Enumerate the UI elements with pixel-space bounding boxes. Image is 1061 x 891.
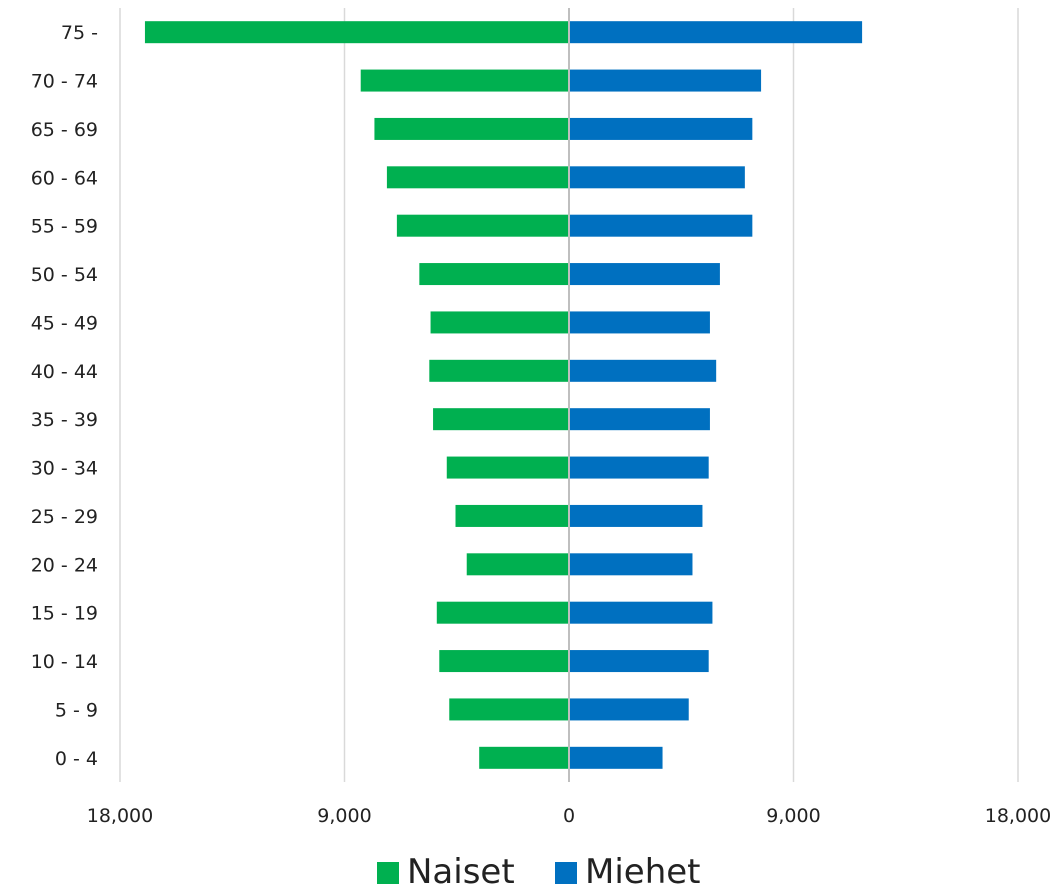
x-tick-label: 18,000 [985, 805, 1051, 827]
bar-miehet-65-69 [569, 117, 753, 140]
category-label: 0 - 4 [55, 748, 98, 770]
category-label: 55 - 59 [31, 216, 98, 238]
bar-naiset-65-69 [374, 117, 569, 140]
bar-naiset-70-74 [360, 69, 569, 92]
bar-naiset-30-34 [446, 456, 569, 479]
category-label: 5 - 9 [55, 699, 98, 721]
bar-naiset-25-29 [455, 504, 569, 527]
category-label: 40 - 44 [31, 361, 98, 383]
category-label: 70 - 74 [31, 71, 98, 93]
bar-miehet-35-39 [569, 408, 710, 431]
bar-miehet-10-14 [569, 650, 709, 673]
bar-miehet-60-64 [569, 166, 745, 189]
bar-miehet-5-9 [569, 698, 689, 721]
x-tick-label: 0 [563, 805, 575, 827]
category-label: 60 - 64 [31, 167, 98, 189]
bar-miehet-70-74 [569, 69, 762, 92]
category-label: 20 - 24 [31, 554, 98, 576]
category-label: 35 - 39 [31, 409, 98, 431]
legend-label-naiset: Naiset [407, 852, 515, 891]
bar-miehet-0-4 [569, 746, 663, 769]
bar-naiset-20-24 [466, 553, 569, 576]
bar-miehet-15-19 [569, 601, 713, 624]
bar-naiset-35-39 [433, 408, 569, 431]
legend: Naiset Miehet [377, 852, 701, 891]
x-tick-label: 9,000 [317, 805, 371, 827]
category-label: 25 - 29 [31, 506, 98, 528]
bar-naiset-10-14 [439, 650, 569, 673]
bar-naiset-15-19 [436, 601, 569, 624]
bar-miehet-25-29 [569, 504, 703, 527]
category-labels: 0 - 4 5 - 9 10 - 14 15 - 19 20 - 24 25 - 29 30… [31, 22, 98, 770]
bar-miehet-45-49 [569, 311, 710, 334]
category-label: 30 - 34 [31, 458, 98, 480]
x-tick-label: 9,000 [766, 805, 820, 827]
category-label: 75 - [61, 22, 98, 44]
gridlines [119, 8, 1019, 782]
legend-swatch-naiset [377, 862, 399, 884]
bar-miehet-20-24 [569, 553, 693, 576]
category-label: 50 - 54 [31, 264, 98, 286]
legend-label-miehet: Miehet [585, 852, 701, 891]
bar-naiset-55-59 [396, 214, 569, 237]
bar-naiset-0-4 [479, 746, 569, 769]
bar-miehet-55-59 [569, 214, 753, 237]
bar-miehet-30-34 [569, 456, 709, 479]
bar-naiset-5-9 [449, 698, 569, 721]
category-label: 10 - 14 [31, 651, 98, 673]
x-axis-tick-labels: 18,000 9,000 0 9,000 18,000 [87, 805, 1051, 827]
bar-naiset-75- [144, 21, 569, 44]
bar-miehet-40-44 [569, 359, 717, 382]
bar-miehet-50-54 [569, 263, 720, 286]
category-label: 15 - 19 [31, 603, 98, 625]
bar-naiset-45-49 [430, 311, 569, 334]
bar-naiset-40-44 [429, 359, 569, 382]
x-tick-label: 18,000 [87, 805, 153, 827]
bars [144, 21, 863, 769]
bar-naiset-60-64 [386, 166, 569, 189]
bar-miehet-75- [569, 21, 863, 44]
bar-naiset-50-54 [419, 263, 569, 286]
category-label: 65 - 69 [31, 119, 98, 141]
category-label: 45 - 49 [31, 312, 98, 334]
legend-swatch-miehet [555, 862, 577, 884]
